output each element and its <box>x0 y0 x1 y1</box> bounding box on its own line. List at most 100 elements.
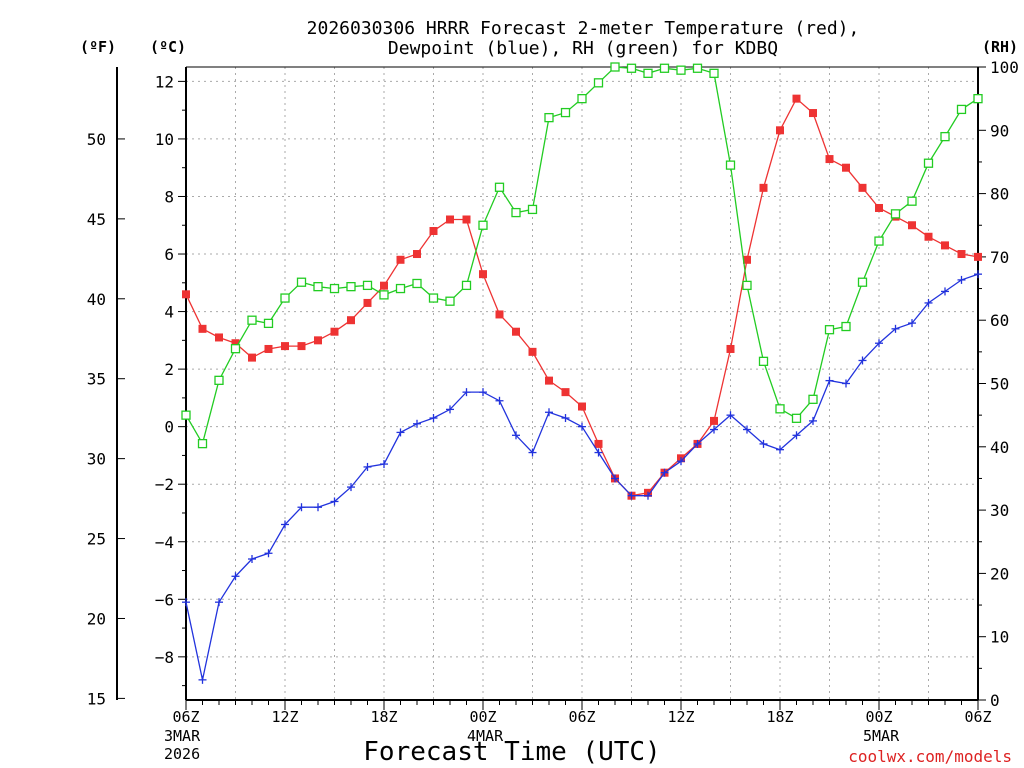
fahrenheit-tick-label: 20 <box>87 609 106 628</box>
temperature-point <box>182 290 190 299</box>
rh-point <box>857 277 868 287</box>
x-tick-label: 12Z <box>271 708 298 726</box>
rh-point <box>346 282 356 292</box>
dewpoint-point <box>957 275 966 284</box>
series-2 <box>181 62 983 449</box>
celsius-tick-label: 8 <box>164 187 174 206</box>
rh-point <box>610 62 620 72</box>
x-axis-label: Forecast Time (UTC) <box>363 737 660 767</box>
temperature-point <box>792 94 801 103</box>
rh-point <box>511 207 521 218</box>
rh-point <box>725 160 736 170</box>
rh-point <box>626 63 637 73</box>
rh-point <box>758 356 769 366</box>
rh-point <box>197 438 208 449</box>
rh-point <box>181 410 191 420</box>
celsius-tick-label: 6 <box>164 245 174 264</box>
dewpoint-point <box>281 520 289 529</box>
temperature-point <box>248 353 256 362</box>
dewpoint-point <box>776 445 784 454</box>
dewpoint-point <box>479 388 487 397</box>
temperature-point <box>743 255 751 264</box>
rh-point <box>313 282 323 292</box>
rh-point <box>544 112 554 123</box>
temperature-point <box>528 347 537 356</box>
rh-point <box>593 78 604 88</box>
rh-tick-label: 60 <box>990 311 1009 330</box>
temperature-point <box>264 344 273 353</box>
dewpoint-point <box>578 422 586 431</box>
fahrenheit-tick-label: 50 <box>87 130 106 149</box>
rh-point <box>280 293 290 303</box>
rh-point <box>560 107 571 118</box>
dewpoint-point <box>594 448 603 457</box>
rh-point <box>923 158 934 168</box>
dewpoint-point <box>627 491 636 500</box>
dewpoint-point <box>842 379 850 388</box>
rh-point <box>296 277 307 287</box>
dewpoint-point <box>875 339 883 348</box>
x-date-label: 4MAR <box>467 727 504 745</box>
temperature-point <box>875 203 883 212</box>
temperature-point <box>446 215 454 224</box>
rh-tick-label: 0 <box>990 691 1000 710</box>
rh-point <box>791 413 802 423</box>
dewpoint-point <box>264 549 273 558</box>
dewpoint-point <box>561 414 570 423</box>
rh-point <box>709 68 719 78</box>
temperature-point <box>578 402 586 411</box>
dewpoint-point <box>396 428 405 437</box>
temperature-point <box>825 155 834 164</box>
celsius-tick-label: −2 <box>155 475 174 494</box>
rh-point <box>478 220 488 230</box>
dewpoint-point <box>660 468 669 477</box>
rh-tick-label: 50 <box>990 375 1009 394</box>
dewpoint-point <box>215 598 223 607</box>
celsius-tick-label: 12 <box>155 72 174 91</box>
rh-point <box>494 182 505 192</box>
x-tick-label: 06Z <box>568 708 595 726</box>
celsius-tick-label: −8 <box>155 648 174 667</box>
temperature-point <box>908 221 916 230</box>
celsius-tick-label: 0 <box>164 418 174 437</box>
temperature-point <box>396 255 405 264</box>
series-line <box>185 66 979 446</box>
celsius-tick-label: 4 <box>164 303 174 322</box>
rh-point <box>775 404 785 414</box>
temperature-point <box>413 250 421 259</box>
dewpoint-point <box>429 414 438 423</box>
rh-point <box>428 293 439 303</box>
rh-tick-label: 10 <box>990 628 1009 647</box>
dewpoint-point <box>677 457 685 466</box>
celsius-unit-label: (ºC) <box>150 38 186 56</box>
rh-point <box>230 344 241 354</box>
axes <box>116 66 986 710</box>
temperature-point <box>759 183 768 192</box>
dewpoint-point <box>413 419 421 428</box>
dewpoint-point <box>297 503 306 512</box>
dewpoint-point <box>825 376 834 385</box>
temperature-point <box>330 327 339 336</box>
series-1 <box>182 270 982 684</box>
rh-point <box>956 104 967 115</box>
fahrenheit-tick-label: 25 <box>87 530 106 549</box>
fahrenheit-unit-label: (ºF) <box>80 38 116 56</box>
rh-point <box>445 296 455 306</box>
rh-point <box>676 65 686 75</box>
dewpoint-point <box>974 270 982 279</box>
rh-point <box>824 325 835 335</box>
dewpoint-point <box>512 431 520 440</box>
dewpoint-point <box>446 405 454 414</box>
dewpoint-point <box>759 439 768 448</box>
rh-point <box>742 280 752 291</box>
rh-point <box>527 204 538 215</box>
temperature-point <box>957 250 966 259</box>
temperature-point <box>347 316 355 325</box>
x-tick-label: 18Z <box>370 708 397 726</box>
temperature-point <box>380 281 388 290</box>
rh-point <box>940 131 950 142</box>
rh-point <box>362 280 373 291</box>
temperature-point <box>297 342 306 351</box>
x-year-label: 2026 <box>164 745 200 763</box>
